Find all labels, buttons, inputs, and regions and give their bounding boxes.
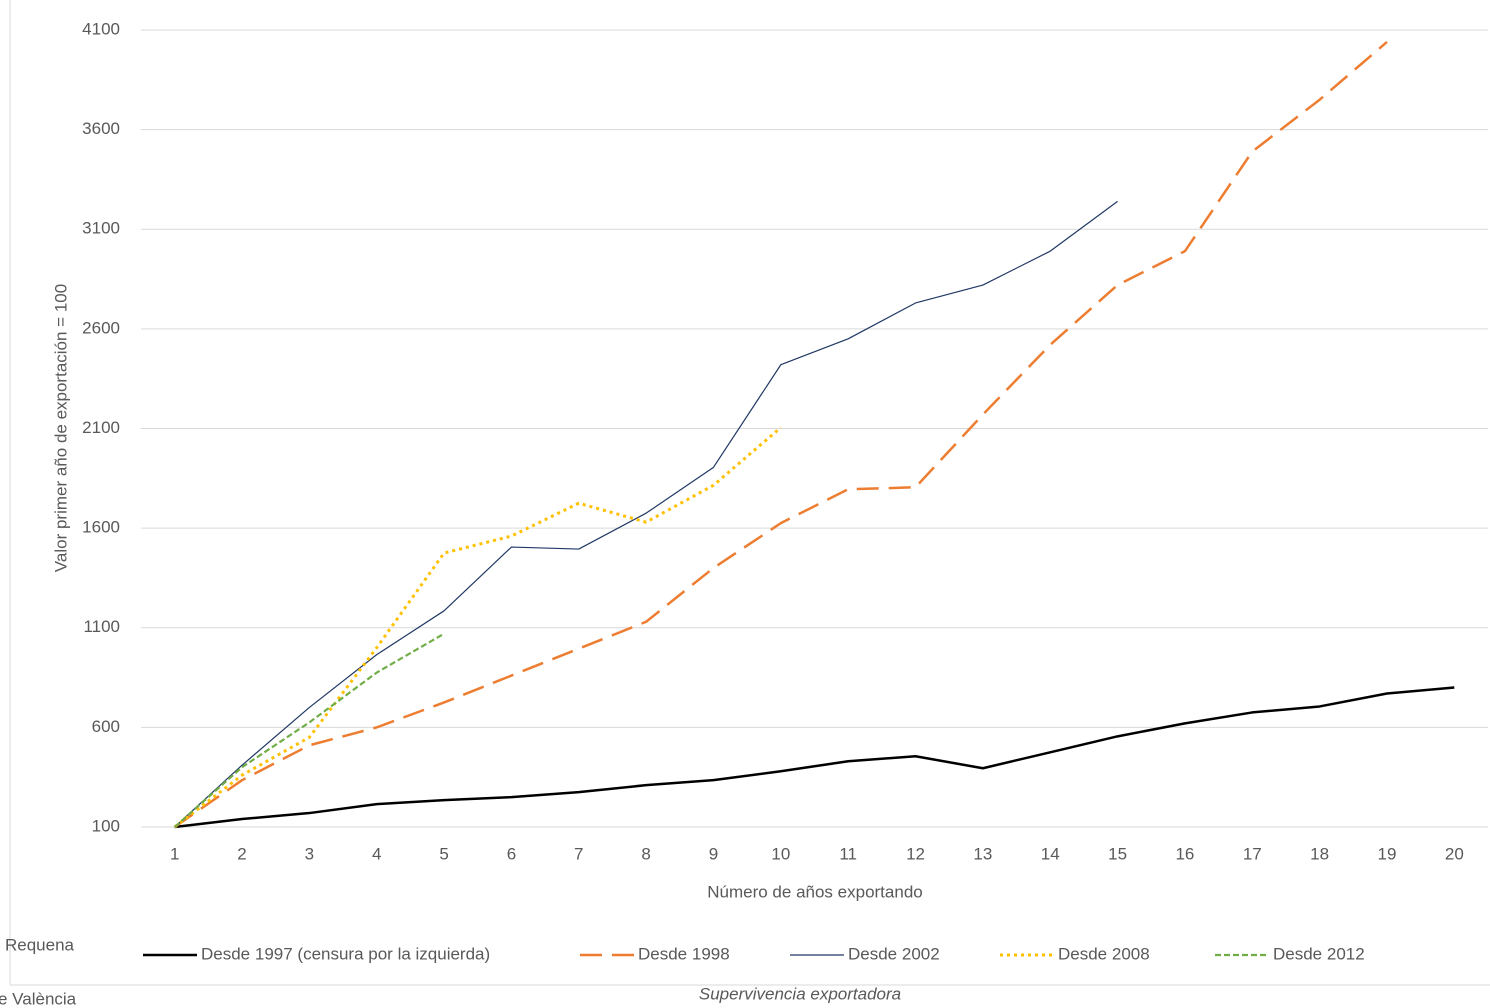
legend-label: Desde 2008 <box>1058 944 1150 963</box>
y-tick-label: 600 <box>92 717 120 736</box>
x-tick-label: 1 <box>170 844 179 863</box>
x-tick-label: 3 <box>305 844 314 863</box>
side-text: e València <box>0 989 77 1008</box>
x-tick-label: 19 <box>1378 844 1397 863</box>
x-tick-label: 17 <box>1243 844 1262 863</box>
y-tick-label: 4100 <box>82 19 120 38</box>
series-line <box>173 41 1388 829</box>
y-tick-label: 3100 <box>82 219 120 238</box>
x-tick-label: 14 <box>1041 844 1060 863</box>
series-line <box>174 200 1118 828</box>
x-tick-label: 16 <box>1175 844 1194 863</box>
x-tick-label: 10 <box>771 844 790 863</box>
x-tick-label: 9 <box>709 844 718 863</box>
legend-label: Desde 2002 <box>848 944 940 963</box>
x-tick-label: 5 <box>439 844 448 863</box>
y-tick-label: 1600 <box>82 518 120 537</box>
legend-label: Desde 2012 <box>1273 944 1365 963</box>
series-line <box>174 686 1455 829</box>
y-tick-label: 3600 <box>82 119 120 138</box>
x-tick-label: 11 <box>839 844 857 863</box>
x-tick-label: 18 <box>1310 844 1329 863</box>
x-tick-label: 4 <box>372 844 381 863</box>
x-tick-label: 8 <box>641 844 650 863</box>
x-tick-label: 20 <box>1445 844 1464 863</box>
x-tick-label: 13 <box>973 844 992 863</box>
series-line <box>173 632 445 828</box>
y-tick-label: 100 <box>92 816 120 835</box>
legend-label: Desde 1998 <box>638 944 730 963</box>
legend-label: Desde 1997 (censura por la izquierda) <box>201 944 490 963</box>
x-axis-title: Número de años exportando <box>707 882 922 901</box>
side-text: Requena <box>5 935 75 954</box>
y-axis-title: Valor primer año de exportación = 100 <box>51 284 70 572</box>
x-tick-label: 6 <box>507 844 516 863</box>
y-tick-label: 2600 <box>82 318 120 337</box>
x-tick-label: 12 <box>906 844 925 863</box>
caption: Supervivencia exportadora <box>699 984 901 1003</box>
y-tick-label: 2100 <box>82 418 120 437</box>
x-tick-label: 2 <box>237 844 246 863</box>
y-tick-label: 1100 <box>83 617 120 636</box>
x-tick-label: 15 <box>1108 844 1127 863</box>
x-tick-label: 7 <box>574 844 583 863</box>
